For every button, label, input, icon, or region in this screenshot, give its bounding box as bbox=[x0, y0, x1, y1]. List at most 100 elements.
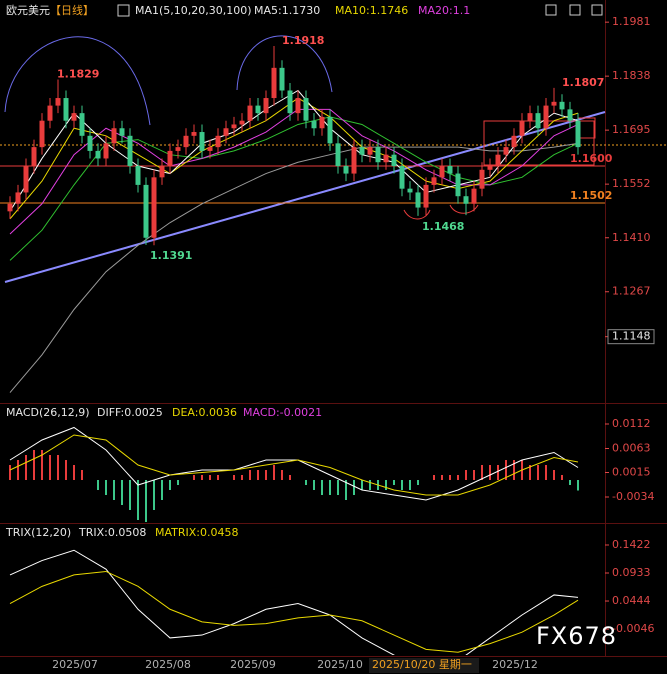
macd-value: MACD:-0.0021 bbox=[243, 406, 322, 419]
high-label: 1.1829 bbox=[57, 68, 99, 81]
candle-body bbox=[263, 98, 269, 114]
y-tick-label: 1.1148 bbox=[612, 330, 651, 343]
macd-title: MACD(26,12,9) bbox=[6, 406, 90, 419]
indicator-line bbox=[9, 142, 579, 393]
candle-body bbox=[311, 120, 317, 129]
candle-body bbox=[87, 135, 93, 151]
indicator-line bbox=[9, 570, 579, 653]
candle-body bbox=[247, 105, 253, 121]
indicator-line bbox=[9, 434, 579, 496]
candle-body bbox=[503, 147, 509, 155]
y-tick-label: 1.1838 bbox=[612, 69, 651, 82]
candle-body bbox=[103, 143, 109, 159]
ma10: MA10:1.1746 bbox=[335, 4, 408, 17]
candle-body bbox=[463, 196, 469, 204]
candle-body bbox=[71, 113, 77, 121]
candle-body bbox=[55, 98, 61, 106]
candle-body bbox=[375, 147, 381, 163]
candle-body bbox=[31, 147, 37, 167]
candle-body bbox=[231, 124, 237, 129]
tick-box bbox=[607, 329, 655, 345]
candle-body bbox=[327, 116, 333, 144]
diff-value: DIFF:0.0025 bbox=[97, 406, 163, 419]
candle-body bbox=[7, 203, 13, 212]
candle-body bbox=[159, 166, 165, 178]
price-pane bbox=[0, 45, 605, 393]
candle-body bbox=[551, 101, 557, 106]
candle-body bbox=[511, 135, 517, 148]
candle-body bbox=[143, 184, 149, 238]
candle-body bbox=[343, 166, 349, 174]
candle-body bbox=[351, 147, 357, 174]
candle-body bbox=[519, 120, 525, 136]
trix-value: TRIX:0.0508 bbox=[78, 526, 146, 539]
candle-body bbox=[255, 105, 261, 114]
candle-body bbox=[23, 166, 29, 193]
candle-body bbox=[63, 98, 69, 121]
candle-body bbox=[575, 120, 581, 148]
y-tick-label: 1.1695 bbox=[612, 123, 651, 136]
level-label: 1.1502 bbox=[570, 189, 612, 202]
candle-body bbox=[127, 135, 133, 167]
candle-body bbox=[215, 135, 221, 148]
frame bbox=[0, 0, 667, 657]
watermark: FX678 bbox=[536, 622, 617, 650]
candle-body bbox=[79, 113, 85, 136]
candle-body bbox=[407, 188, 413, 193]
candle-body bbox=[135, 166, 141, 185]
candle-body bbox=[359, 147, 365, 155]
dea-value: DEA:0.0036 bbox=[172, 406, 237, 419]
date-label: 2025/10 bbox=[317, 658, 363, 671]
y-tick-label: 0.1422 bbox=[612, 538, 651, 551]
candle-body bbox=[447, 166, 453, 174]
y-tick-label: 1.1981 bbox=[612, 15, 651, 28]
level-label: 1.1600 bbox=[570, 152, 613, 165]
candle-body bbox=[423, 184, 429, 208]
low-label: 1.1391 bbox=[150, 249, 192, 262]
drawings bbox=[0, 35, 667, 283]
window-icons[interactable] bbox=[545, 4, 603, 16]
candle-body bbox=[455, 173, 461, 197]
candle-body bbox=[95, 150, 101, 159]
candle-body bbox=[439, 166, 445, 178]
ma5: MA5:1.1730 bbox=[254, 4, 320, 17]
crosshair-box bbox=[369, 658, 479, 673]
y-tick-label: 0.0015 bbox=[612, 466, 651, 479]
candle-body bbox=[39, 120, 45, 148]
candle-body bbox=[471, 188, 477, 204]
candle-body bbox=[383, 154, 389, 163]
high-label: 1.1918 bbox=[282, 34, 324, 47]
date-label: 2025/08 bbox=[145, 658, 191, 671]
candle-body bbox=[303, 98, 309, 121]
candle-body bbox=[431, 177, 437, 185]
candle-body bbox=[319, 116, 325, 129]
low-label: 1.1468 bbox=[422, 220, 464, 233]
candle-body bbox=[495, 154, 501, 167]
candle-body bbox=[543, 105, 549, 129]
y-tick-label: 1.1552 bbox=[612, 177, 651, 190]
trix-pane bbox=[9, 549, 579, 655]
high-label: 1.1807 bbox=[562, 76, 604, 89]
candle-body bbox=[567, 109, 573, 121]
plot: 1.1981 1.1838 1.1695 1.1552 1.1410 1.1267 1.11… bbox=[0, 15, 655, 655]
y-tick-label: -0.0034 bbox=[612, 490, 654, 503]
date-label: 2025/12 bbox=[492, 658, 538, 671]
y-tick-label: 0.0933 bbox=[612, 566, 651, 579]
candle-body bbox=[415, 192, 421, 208]
candle-body bbox=[527, 113, 533, 121]
candle-body bbox=[335, 143, 341, 167]
y-tick-label: 1.1267 bbox=[612, 285, 651, 298]
macd-pane bbox=[9, 426, 579, 522]
candle-body bbox=[391, 154, 397, 167]
settings-icon[interactable] bbox=[117, 4, 130, 17]
ma-label: MA1(5,10,20,30,100) bbox=[135, 4, 252, 17]
ma20: MA20:1.1 bbox=[418, 4, 470, 17]
y-tick-label: 0.0063 bbox=[612, 442, 651, 455]
period: 【日线】 bbox=[50, 3, 94, 17]
date-label: 2025/07 bbox=[52, 658, 98, 671]
candle-body bbox=[47, 105, 53, 121]
candle-body bbox=[287, 90, 293, 114]
candle-body bbox=[191, 132, 197, 136]
crosshair-date: 2025/10/20 星期一 bbox=[372, 658, 472, 671]
matrix-value: MATRIX:0.0458 bbox=[155, 526, 239, 539]
